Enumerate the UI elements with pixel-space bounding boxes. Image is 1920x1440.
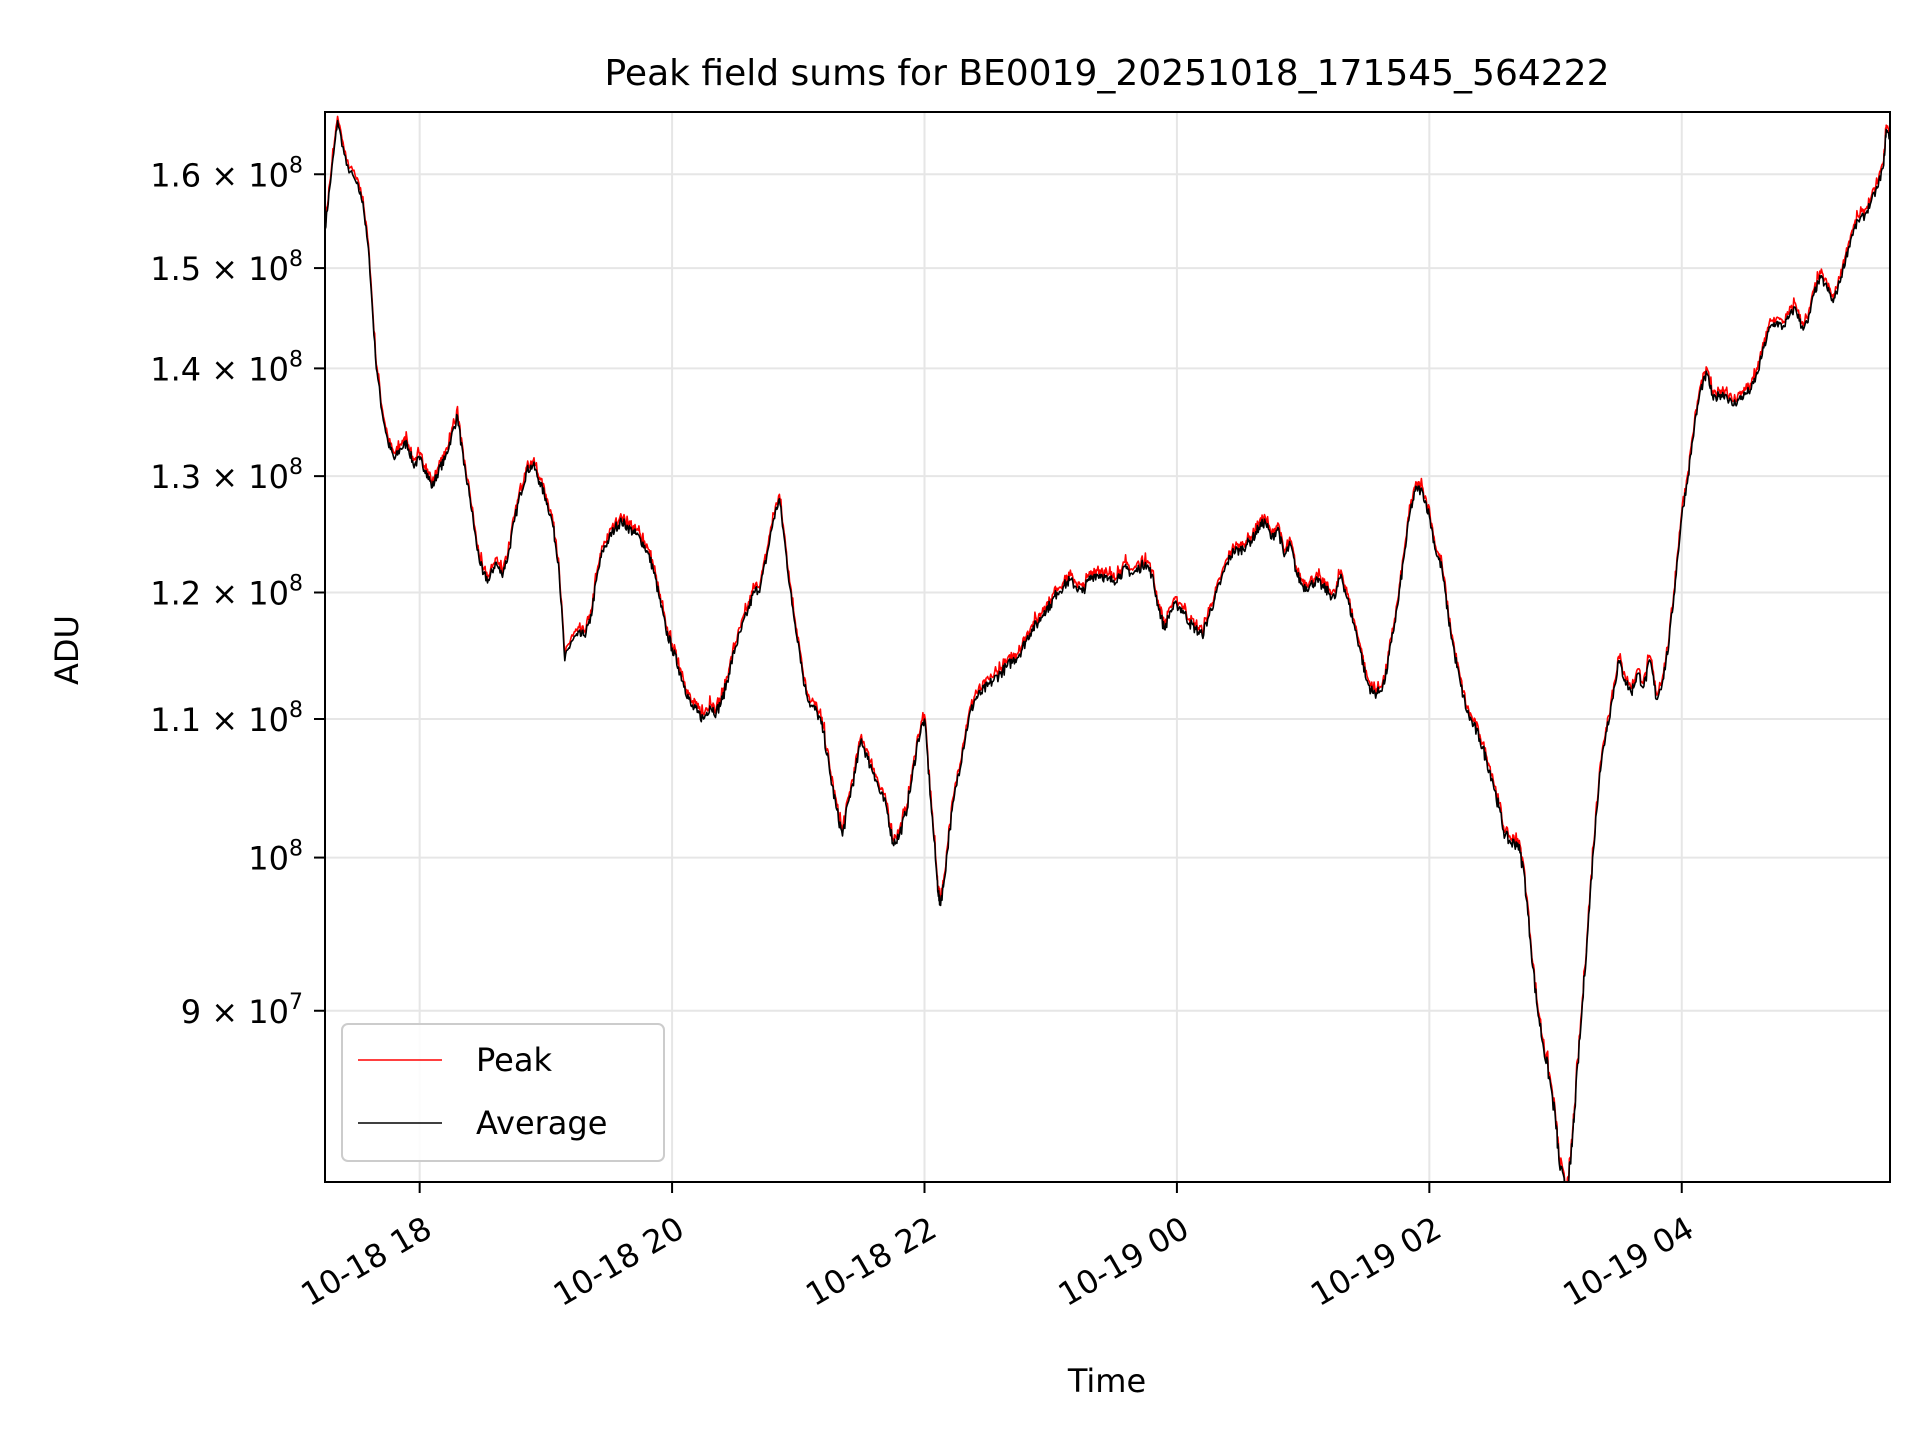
y-tick-label: 1.5 × 108 — [150, 247, 303, 288]
chart-title: Peak field sums for BE0019_20251018_1715… — [605, 53, 1610, 94]
y-tick-label: 1.4 × 108 — [150, 347, 303, 388]
y-tick-label: 1.6 × 108 — [150, 153, 303, 194]
legend-label-peak: Peak — [476, 1041, 552, 1079]
y-tick-label: 9 × 107 — [181, 990, 303, 1031]
series-lines — [325, 115, 1890, 1182]
plot-frame — [324, 111, 1891, 1183]
legend: Peak Average — [341, 1023, 665, 1162]
y-axis-ticks: 9 × 107 108 1.1 × 108 1.2 × 108 1.3 × 108 1.4… — [150, 153, 325, 1031]
grid — [325, 112, 1890, 1182]
legend-box — [341, 1023, 665, 1162]
y-tick-label: 1.3 × 108 — [150, 455, 303, 496]
y-axis-label: ADU — [48, 615, 86, 685]
y-tick-label: 108 — [248, 837, 303, 878]
y-tick-label: 1.1 × 108 — [150, 698, 303, 739]
x-axis-label: Time — [1067, 1362, 1146, 1400]
legend-label-average: Average — [476, 1104, 607, 1142]
y-tick-label: 1.2 × 108 — [150, 572, 303, 613]
series-line-average — [325, 119, 1890, 1182]
